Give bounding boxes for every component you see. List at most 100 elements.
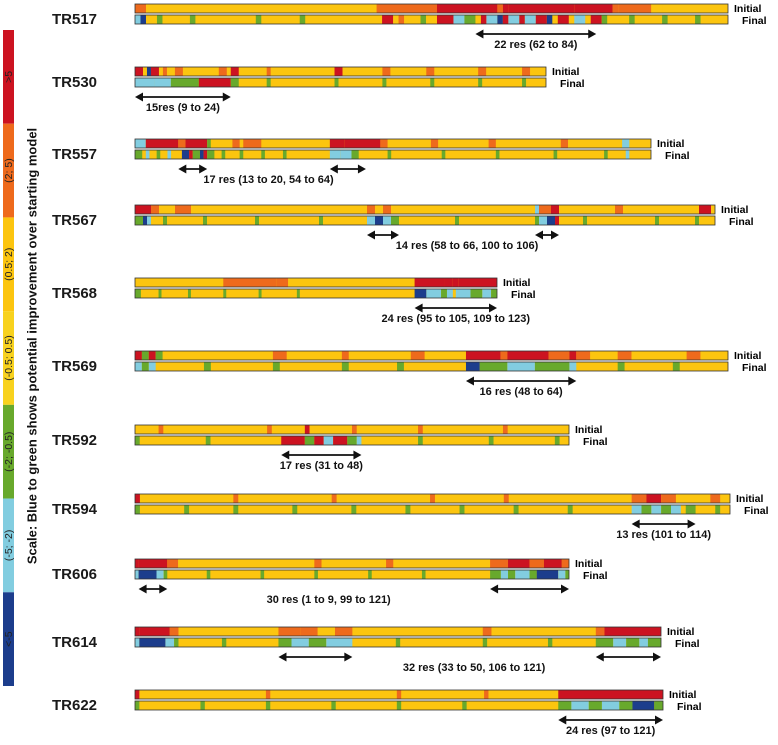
final-segment <box>459 505 465 514</box>
initial-segment <box>146 67 151 76</box>
final-segment <box>672 362 680 371</box>
final-segment <box>629 15 635 24</box>
target-name: TR622 <box>52 697 97 714</box>
scale-bin-label: (-5; -2) <box>3 530 15 562</box>
initial-segment <box>617 351 632 360</box>
final-segment <box>334 78 339 87</box>
scale-bin-label: (0.5; 2) <box>3 248 15 281</box>
final-segment <box>314 570 318 579</box>
final-segment <box>647 638 661 647</box>
initial-label: Initial <box>657 138 685 150</box>
scale-bin <box>3 30 14 124</box>
final-label: Final <box>742 362 767 374</box>
initial-segment <box>418 425 423 434</box>
arrow-head-right <box>561 584 569 594</box>
arrow-head-right <box>391 230 399 240</box>
final-label: Final <box>675 638 700 650</box>
initial-label: Initial <box>503 277 531 289</box>
initial-segment <box>478 67 487 76</box>
final-segment <box>446 289 453 298</box>
final-segment <box>507 362 535 371</box>
initial-track-border <box>134 493 731 504</box>
initial-track-border <box>134 350 729 361</box>
region-annotation: 17 res (31 to 48) <box>280 460 363 472</box>
final-track-border <box>134 215 716 226</box>
final-segment <box>513 505 519 514</box>
scale-title: Scale: Blue to green shows potential imp… <box>25 128 40 564</box>
final-segment <box>187 289 191 298</box>
final-segment <box>278 638 292 647</box>
final-segment <box>464 15 476 24</box>
arrow-head-left <box>278 652 287 662</box>
initial-segment <box>661 494 676 503</box>
final-segment <box>351 505 357 514</box>
final-segment <box>455 216 459 225</box>
final-segment <box>299 15 306 24</box>
initial-segment <box>267 425 272 434</box>
final-segment <box>266 78 271 87</box>
initial-segment <box>265 690 271 699</box>
final-segment <box>200 701 205 710</box>
arrow-head-right <box>653 652 661 662</box>
final-segment <box>135 638 140 647</box>
arrow-head-right <box>353 450 362 460</box>
final-segment <box>604 150 608 159</box>
final-segment <box>519 15 525 24</box>
final-segment <box>292 505 298 514</box>
final-segment <box>135 701 140 710</box>
arrow-head-right <box>344 652 353 662</box>
initial-segment <box>169 627 179 636</box>
final-track-border <box>134 569 570 580</box>
initial-segment <box>230 67 239 76</box>
initial-segment <box>148 351 156 360</box>
final-segment <box>601 701 620 710</box>
final-segment <box>233 505 239 514</box>
initial-segment <box>622 139 630 148</box>
arrow-head-right <box>159 584 168 594</box>
arrow-head-left <box>329 164 338 174</box>
initial-segment <box>497 4 503 13</box>
final-segment <box>135 570 139 579</box>
final-segment <box>203 362 211 371</box>
final-segment <box>455 289 471 298</box>
final-segment <box>436 15 454 24</box>
final-label: Final <box>583 570 608 582</box>
initial-segment <box>135 205 151 214</box>
final-segment <box>203 216 207 225</box>
final-segment <box>333 436 348 445</box>
scale-bin-label: (-2; -0.5) <box>3 432 15 472</box>
arrow-head-left <box>535 230 543 240</box>
final-track-border <box>134 435 570 446</box>
final-segment <box>397 362 404 371</box>
initial-segment <box>300 627 318 636</box>
initial-segment <box>452 278 459 287</box>
final-segment <box>479 362 508 371</box>
region-annotation: 30 res (1 to 9, 99 to 121) <box>267 594 391 606</box>
final-segment <box>565 570 569 579</box>
initial-segment <box>465 351 501 360</box>
final-segment <box>319 216 323 225</box>
region-annotation: 32 res (33 to 50, 106 to 121) <box>403 662 546 674</box>
initial-segment <box>500 351 508 360</box>
final-track <box>135 15 728 24</box>
target-name: TR594 <box>52 501 98 518</box>
arrow-head-right <box>568 376 577 386</box>
final-segment <box>145 150 150 159</box>
target-name: TR606 <box>52 566 97 583</box>
final-segment <box>626 638 640 647</box>
final-segment <box>695 216 699 225</box>
initial-segment <box>135 67 143 76</box>
final-segment <box>405 505 411 514</box>
final-segment <box>574 15 586 24</box>
final-segment <box>281 436 305 445</box>
final-segment <box>555 216 559 225</box>
final-track <box>135 150 651 159</box>
final-label: Final <box>677 701 702 713</box>
final-label: Final <box>511 289 536 301</box>
final-segment <box>260 570 265 579</box>
final-segment <box>569 362 577 371</box>
final-segment <box>135 216 143 225</box>
initial-segment <box>444 278 453 287</box>
initial-segment <box>158 425 164 434</box>
